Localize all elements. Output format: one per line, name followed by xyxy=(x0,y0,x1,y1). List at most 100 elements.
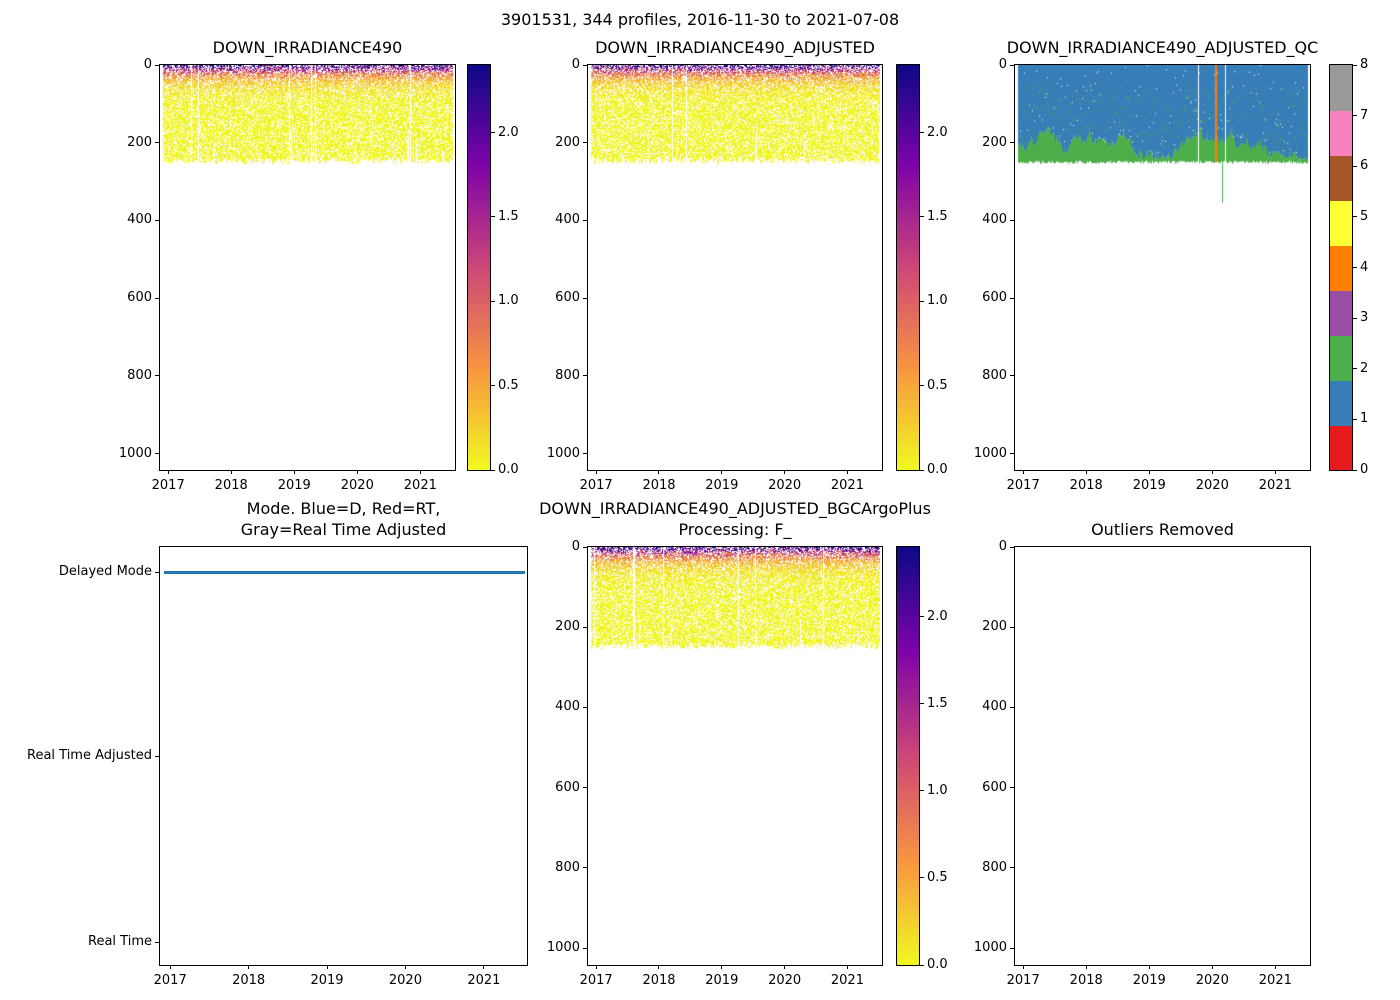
tick-label: 2018 xyxy=(1069,478,1103,493)
tick-label: 2018 xyxy=(232,973,266,988)
tick-label: 1.0 xyxy=(927,293,948,309)
axes-outliers-removed xyxy=(1014,546,1311,966)
tick-mark xyxy=(658,470,660,474)
tick-mark xyxy=(583,142,587,144)
axes-bgcargoplus xyxy=(587,546,883,966)
tick-label: 800 xyxy=(127,367,152,383)
tick-label: 800 xyxy=(982,367,1007,383)
tick-mark xyxy=(1010,867,1014,869)
tick-label: 2017 xyxy=(1006,478,1040,493)
tick-label: 1000 xyxy=(546,940,580,956)
tick-mark xyxy=(583,867,587,869)
tick-mark xyxy=(1353,165,1357,167)
tick-label: 600 xyxy=(555,779,580,795)
tick-mark xyxy=(356,470,358,474)
tick-label: 1.0 xyxy=(927,782,948,798)
tick-label: 2020 xyxy=(340,478,374,493)
tick-label: 400 xyxy=(982,699,1007,715)
tick-label: 2019 xyxy=(1132,973,1166,988)
tick-label: 1.5 xyxy=(498,208,519,224)
tick-label: Delayed Mode xyxy=(58,564,152,580)
axes-qc-flags xyxy=(1014,64,1311,471)
tick-mark xyxy=(920,469,924,471)
tick-label: 2018 xyxy=(642,973,676,988)
tick-mark xyxy=(1274,470,1276,474)
tick-mark xyxy=(1010,64,1014,66)
tick-mark xyxy=(721,470,723,474)
tick-mark xyxy=(583,375,587,377)
qc-color-segment xyxy=(1330,200,1352,246)
tick-mark xyxy=(491,385,495,387)
tick-label: 0 xyxy=(571,57,580,72)
tick-mark xyxy=(1010,626,1014,628)
tick-mark xyxy=(1085,470,1087,474)
tick-mark xyxy=(491,300,495,302)
tick-mark xyxy=(1353,64,1357,66)
tick-label: 2019 xyxy=(310,973,344,988)
tick-mark xyxy=(784,470,786,474)
tick-label: 400 xyxy=(555,212,580,228)
tick-label: 400 xyxy=(555,699,580,715)
tick-mark xyxy=(1148,470,1150,474)
tick-label: 1.0 xyxy=(498,293,519,309)
panel2-title: DOWN_IRRADIANCE490_ADJUSTED xyxy=(595,37,875,57)
tick-label: Real Time Adjusted xyxy=(27,748,152,763)
tick-mark xyxy=(169,965,171,969)
tick-label: 200 xyxy=(555,134,580,150)
tick-mark xyxy=(583,219,587,221)
tick-mark xyxy=(1148,965,1150,969)
tick-label: 3 xyxy=(1360,310,1369,326)
tick-mark xyxy=(1353,418,1357,420)
tick-mark xyxy=(920,132,924,133)
heatmap-down-irradiance490 xyxy=(160,65,455,470)
tick-label: 0 xyxy=(998,57,1007,72)
tick-mark xyxy=(1211,965,1213,969)
tick-label: 0 xyxy=(143,57,152,72)
tick-label: 2021 xyxy=(830,478,864,493)
tick-label: 2.0 xyxy=(927,608,948,624)
tick-label: 1000 xyxy=(973,445,1007,461)
tick-mark xyxy=(920,964,924,966)
tick-mark xyxy=(920,300,924,302)
tick-mark xyxy=(920,616,924,618)
tick-label: 0.5 xyxy=(927,869,948,885)
tick-mark xyxy=(583,297,587,299)
qc-color-segment xyxy=(1330,65,1352,111)
tick-mark xyxy=(920,216,924,218)
tick-label: 200 xyxy=(127,134,152,150)
delayed-mode-line xyxy=(164,571,525,574)
tick-mark xyxy=(1085,965,1087,969)
tick-mark xyxy=(1010,219,1014,221)
tick-mark xyxy=(1353,368,1357,370)
colorbar-irradiance-2 xyxy=(896,64,920,471)
tick-label: 2020 xyxy=(768,973,802,988)
qc-color-segment xyxy=(1330,425,1352,470)
tick-mark xyxy=(658,965,660,969)
tick-mark xyxy=(155,571,159,573)
tick-mark xyxy=(1010,375,1014,377)
tick-label: 8 xyxy=(1360,57,1369,72)
axes-down-irradiance490-adjusted xyxy=(587,64,883,471)
tick-mark xyxy=(155,64,159,66)
tick-label: 2021 xyxy=(830,973,864,988)
tick-label: 600 xyxy=(982,290,1007,306)
tick-label: 6 xyxy=(1360,158,1369,174)
tick-mark xyxy=(155,755,159,757)
qc-color-segment xyxy=(1330,290,1352,336)
tick-label: 0 xyxy=(998,539,1007,554)
figure-suptitle: 3901531, 344 profiles, 2016-11-30 to 202… xyxy=(500,10,900,29)
tick-label: 1.5 xyxy=(927,208,948,224)
tick-mark xyxy=(846,470,848,474)
panel6-title: Outliers Removed xyxy=(1091,519,1234,539)
tick-mark xyxy=(583,64,587,66)
tick-label: 1000 xyxy=(973,940,1007,956)
tick-mark xyxy=(1010,453,1014,455)
tick-mark xyxy=(155,941,159,943)
tick-label: 2019 xyxy=(705,478,739,493)
tick-mark xyxy=(1010,142,1014,144)
tick-label: 2021 xyxy=(403,478,437,493)
tick-label: 2018 xyxy=(1069,973,1103,988)
tick-mark xyxy=(167,470,169,474)
axes-mode xyxy=(159,546,528,966)
tick-mark xyxy=(404,965,406,969)
